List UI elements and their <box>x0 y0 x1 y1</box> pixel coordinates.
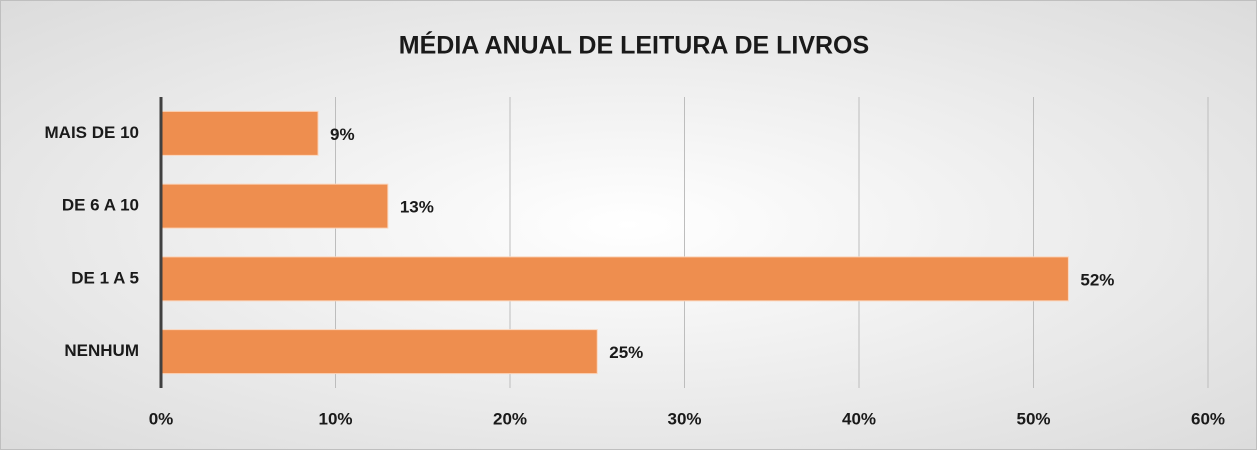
x-tick-label: 50% <box>1016 409 1050 428</box>
bar <box>160 329 598 375</box>
data-label: 13% <box>400 198 434 217</box>
data-label: 9% <box>330 125 355 144</box>
chart-title: MÉDIA ANUAL DE LEITURA DE LIVROS <box>399 31 869 60</box>
x-tick-label: 20% <box>493 409 527 428</box>
x-tick-label: 0% <box>149 409 174 428</box>
x-tick-label: 40% <box>842 409 876 428</box>
data-label: 52% <box>1080 270 1114 289</box>
x-tick-label: 60% <box>1191 409 1225 428</box>
x-tick-label: 30% <box>667 409 701 428</box>
x-tick-label: 10% <box>318 409 352 428</box>
y-tick-label: DE 1 A 5 <box>71 268 139 287</box>
bar <box>160 256 1069 302</box>
y-tick-label: NENHUM <box>64 341 139 360</box>
data-label: 25% <box>609 343 643 362</box>
y-tick-label: MAIS DE 10 <box>45 123 139 142</box>
bar <box>160 183 389 229</box>
bar <box>160 110 319 156</box>
y-tick-label: DE 6 A 10 <box>62 196 139 215</box>
